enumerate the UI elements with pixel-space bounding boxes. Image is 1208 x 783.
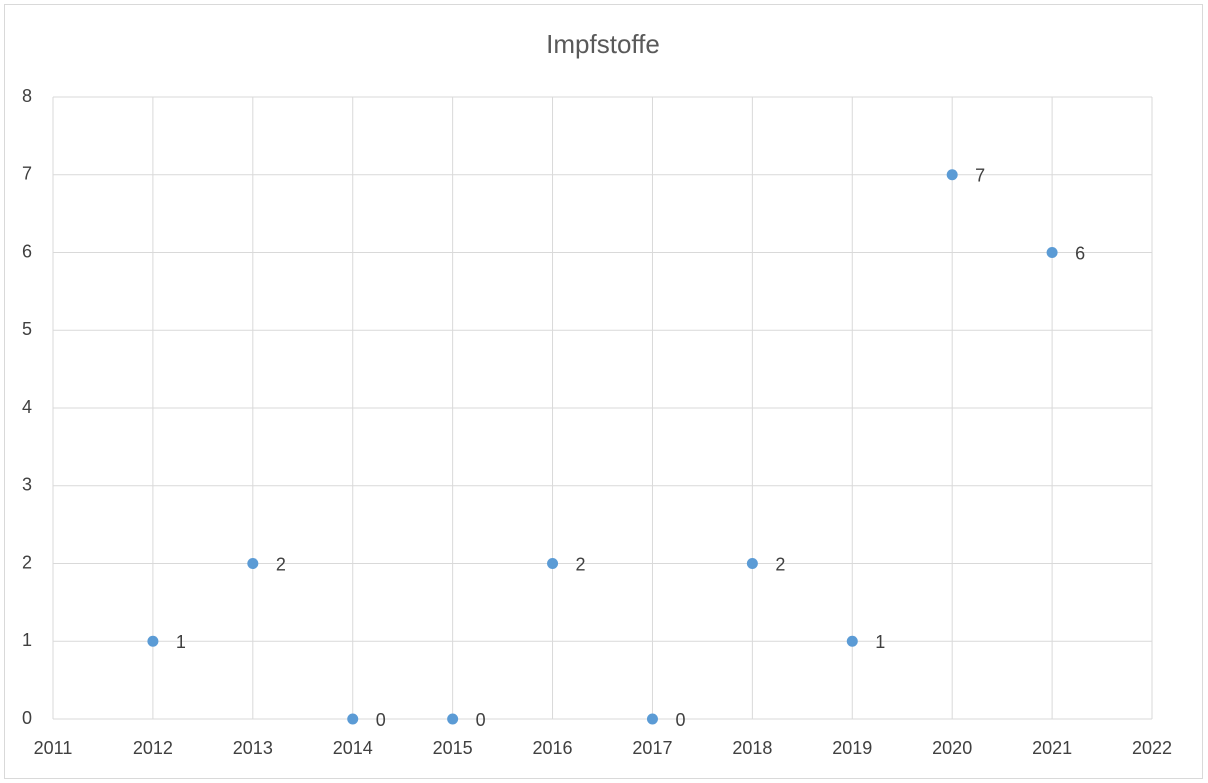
data-label: 1 <box>875 632 885 652</box>
x-tick-label: 2020 <box>932 738 972 758</box>
data-label: 0 <box>675 710 685 730</box>
x-tick-label: 2012 <box>133 738 173 758</box>
x-tick-label: 2019 <box>832 738 872 758</box>
y-tick-label: 2 <box>22 552 32 572</box>
data-label: 0 <box>476 710 486 730</box>
data-label: 2 <box>576 554 586 574</box>
data-point <box>846 635 858 647</box>
data-label: 1 <box>176 632 186 652</box>
data-point <box>946 169 958 181</box>
x-tick-label: 2014 <box>333 738 373 758</box>
x-tick-label: 2015 <box>433 738 473 758</box>
data-point <box>547 558 559 569</box>
x-tick-label: 2022 <box>1132 738 1172 758</box>
x-tick-label: 2016 <box>533 738 573 758</box>
x-tick-label: 2011 <box>34 738 73 758</box>
data-point <box>1046 247 1058 258</box>
data-label: 0 <box>376 710 386 730</box>
chart-border <box>4 4 1203 779</box>
y-tick-label: 7 <box>22 164 32 184</box>
x-tick-label: 2021 <box>1032 738 1072 758</box>
y-tick-label: 4 <box>22 397 32 417</box>
data-point <box>746 558 758 569</box>
y-tick-label: 6 <box>22 241 32 261</box>
data-label: 2 <box>276 554 286 574</box>
data-point <box>646 713 658 725</box>
x-tick-label: 2017 <box>632 738 672 758</box>
x-tick-label: 2018 <box>732 738 772 758</box>
data-point <box>347 713 359 725</box>
y-tick-label: 0 <box>22 708 32 728</box>
x-tick-label: 2013 <box>233 738 273 758</box>
data-label: 2 <box>775 554 785 574</box>
y-tick-label: 3 <box>22 475 32 495</box>
y-tick-label: 1 <box>22 630 32 650</box>
data-label: 6 <box>1075 243 1085 263</box>
data-point <box>247 558 259 569</box>
data-point <box>147 635 159 647</box>
data-label: 7 <box>975 166 985 186</box>
y-tick-label: 5 <box>22 319 32 339</box>
data-point <box>447 713 459 725</box>
y-tick-label: 8 <box>22 86 32 106</box>
chart-title: Impfstoffe <box>546 29 660 59</box>
